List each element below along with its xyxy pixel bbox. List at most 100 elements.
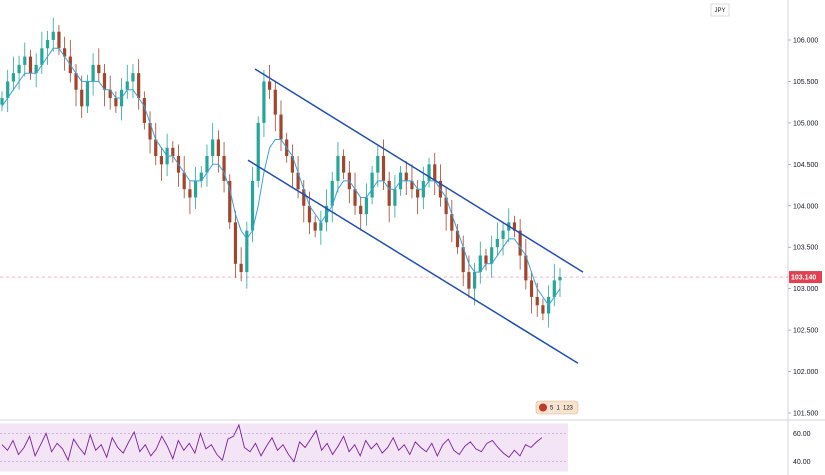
candle-body: [159, 156, 164, 165]
candle-body: [148, 122, 152, 140]
candle: [404, 161, 408, 196]
candle: [552, 263, 556, 307]
trend-channel[interactable]: [247, 68, 584, 364]
candle-body: [40, 48, 44, 65]
candle: [0, 91, 4, 112]
candle: [427, 157, 431, 188]
candle: [444, 188, 448, 231]
candle: [68, 40, 72, 83]
candle-body: [97, 64, 101, 74]
candle-body: [273, 89, 277, 115]
candle-body: [57, 31, 61, 49]
candle: [137, 59, 141, 110]
candle-body: [34, 64, 38, 74]
candle: [91, 53, 95, 96]
candle-body: [268, 81, 272, 90]
candle: [57, 25, 61, 55]
candle-body: [239, 263, 243, 273]
ma-line: [1, 47, 561, 307]
candle-body: [467, 272, 471, 289]
candle: [495, 222, 499, 257]
price-tick-label: 105.500: [793, 79, 818, 86]
price-axis: 106.000 105.500 105.000 104.500 104.000 103.5…: [788, 38, 818, 418]
candle: [97, 48, 101, 83]
candle-body: [85, 81, 90, 107]
candle-body: [154, 139, 158, 157]
candle-body: [342, 156, 346, 173]
candle: [512, 215, 517, 238]
candle-body: [91, 64, 95, 82]
candle: [376, 144, 380, 187]
candle: [558, 267, 562, 297]
oscillator-pane: 60.00 40.00: [0, 423, 811, 472]
oscillator-band: [0, 423, 568, 472]
candle-body: [490, 247, 494, 264]
candle-body: [455, 230, 460, 248]
candle-body: [444, 197, 448, 215]
price-tick-label: 104.000: [793, 203, 818, 210]
candle-body: [228, 180, 232, 223]
candle: [416, 180, 420, 215]
candle-body: [171, 147, 175, 157]
channel-lower-line[interactable]: [247, 159, 579, 364]
candle-body: [518, 230, 522, 256]
candle: [461, 235, 465, 287]
candle: [211, 122, 215, 166]
candle: [370, 165, 374, 205]
candle-body: [461, 247, 465, 273]
candle-body: [512, 222, 517, 231]
candle-body: [233, 222, 238, 264]
candle-body: [205, 156, 209, 173]
candle: [313, 215, 317, 238]
candle-body: [495, 238, 499, 248]
candle-body: [524, 255, 528, 281]
candle: [45, 30, 50, 65]
candle-body: [102, 73, 107, 90]
price-tick-label: 102.000: [793, 369, 818, 376]
events-cluster[interactable]: [535, 400, 579, 415]
candle-body: [245, 230, 249, 273]
candle-body: [387, 180, 391, 206]
candle: [108, 75, 112, 110]
candle: [205, 144, 209, 187]
candle-body: [211, 139, 215, 157]
candle: [518, 219, 522, 270]
oscillator-tick-label: 60.00: [793, 431, 811, 438]
candle-body: [427, 164, 431, 181]
candle-body: [302, 189, 306, 206]
candle-body: [17, 64, 21, 74]
candle: [268, 64, 272, 99]
candle-body: [376, 156, 380, 173]
candle-body: [478, 255, 482, 273]
candle-body: [330, 180, 334, 206]
economic-events[interactable]: 5 1 12 3: [535, 400, 579, 415]
candle-body: [404, 172, 408, 181]
candle: [188, 180, 192, 215]
candle-body: [0, 98, 4, 105]
candle: [74, 64, 78, 107]
candle-body: [108, 89, 112, 99]
candle: [364, 183, 369, 226]
candle-body: [450, 214, 454, 231]
candle: [273, 80, 277, 132]
channel-upper-line[interactable]: [254, 68, 584, 273]
candle: [438, 164, 443, 207]
candle: [216, 130, 220, 173]
candle-body: [313, 222, 317, 231]
candle-body: [45, 40, 50, 49]
candle-body: [353, 189, 357, 206]
candle-body: [23, 56, 27, 65]
candle-body: [410, 180, 414, 190]
moving-average: [1, 47, 561, 307]
candle-body: [552, 280, 556, 297]
candle: [529, 271, 534, 314]
candle: [290, 144, 294, 187]
candle-body: [256, 122, 260, 181]
candle: [450, 199, 454, 243]
candle-body: [193, 180, 198, 198]
candle: [387, 171, 391, 223]
candle-body: [529, 280, 534, 297]
candle-body: [216, 139, 220, 157]
oscillator-tick-label: 40.00: [793, 459, 811, 466]
